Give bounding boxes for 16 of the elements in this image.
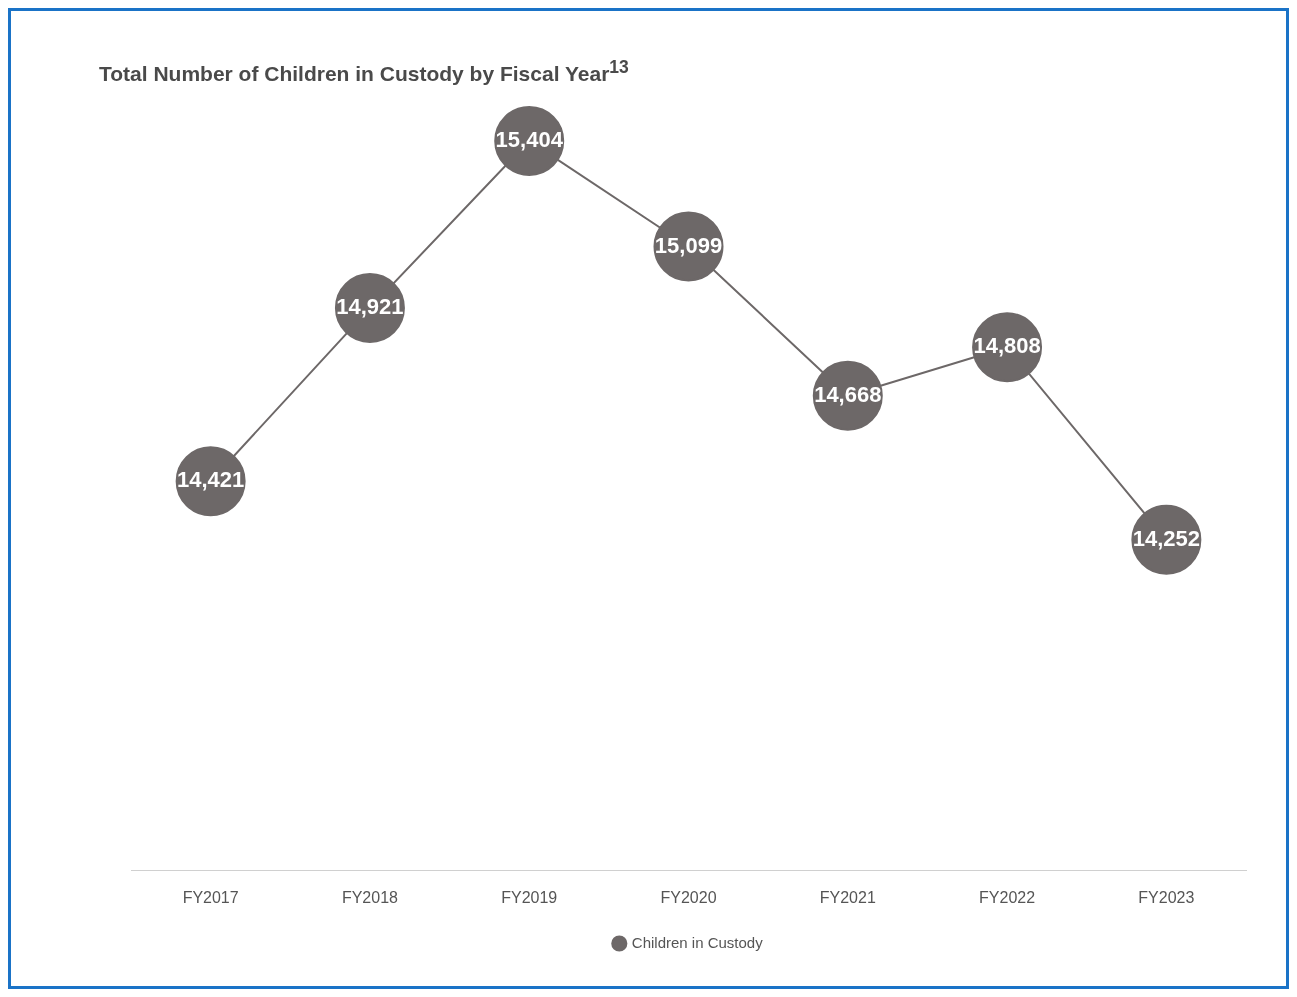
data-label: 15,404 [495, 126, 564, 152]
x-tick-label: FY2023 [1138, 888, 1195, 906]
data-label: 14,808 [973, 333, 1041, 359]
data-label: 14,252 [1132, 525, 1201, 551]
data-label: 15,099 [654, 232, 723, 258]
data-label: 14,668 [814, 381, 882, 407]
x-tick-label: FY2020 [660, 888, 717, 906]
x-tick-label: FY2017 [182, 888, 239, 906]
x-tick-label: FY2021 [819, 888, 876, 906]
data-label: 14,421 [176, 467, 245, 493]
x-tick-label: FY2022 [979, 888, 1036, 906]
legend-label: Children in Custody [631, 933, 764, 951]
chart-title: Total Number of Children in Custody by Fiscal Year$^{13}$ [99, 57, 629, 86]
data-label: 14,921 [336, 294, 404, 320]
x-tick-label: FY2019 [501, 888, 558, 906]
x-tick-label: FY2018 [341, 888, 399, 906]
